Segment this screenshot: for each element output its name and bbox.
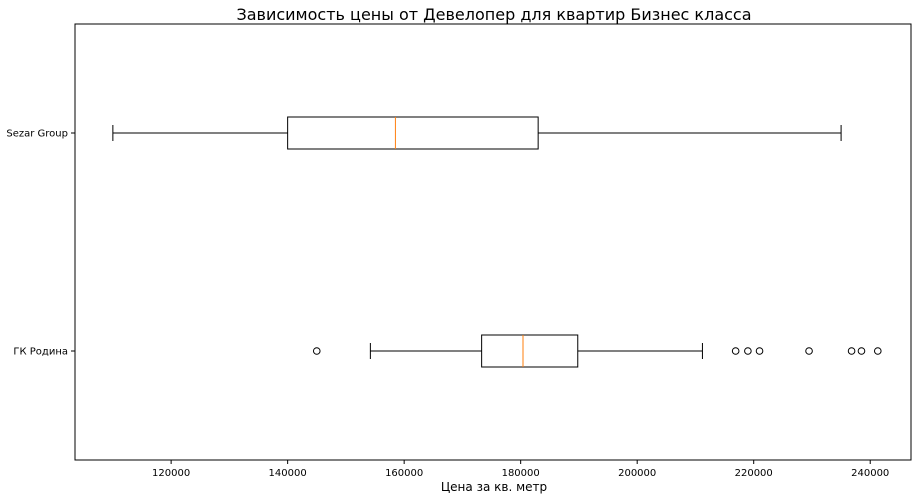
outlier-point [857, 347, 866, 355]
x-tick-label: 160000 [385, 468, 423, 479]
x-tick-label: 240000 [851, 468, 889, 479]
plot-area: 120000 140000 160000 180000 200000 220000 2400… [6, 23, 912, 479]
outlier-point [847, 347, 856, 355]
outlier-point [312, 347, 321, 355]
outlier-point [744, 347, 752, 355]
x-tick-label: 120000 [152, 468, 190, 479]
y-tick-label: ГК Родина [13, 347, 68, 358]
x-tick-label: 220000 [735, 468, 773, 479]
x-tick-label: 180000 [502, 468, 540, 479]
x-tick-label: 200000 [618, 468, 656, 479]
y-tick-label: Sezar Group [6, 129, 68, 140]
outlier-point [731, 347, 740, 355]
box [287, 116, 539, 150]
box [481, 334, 579, 368]
x-tick-label: 140000 [269, 468, 307, 479]
x-axis-label: Цена за кв. метр [441, 480, 547, 494]
outlier-point [755, 347, 764, 355]
outlier-point [805, 347, 813, 355]
plot-frame [74, 23, 912, 461]
outlier-point [873, 347, 882, 355]
chart-title: Зависимость цены от Девелопер для кварти… [236, 5, 751, 24]
